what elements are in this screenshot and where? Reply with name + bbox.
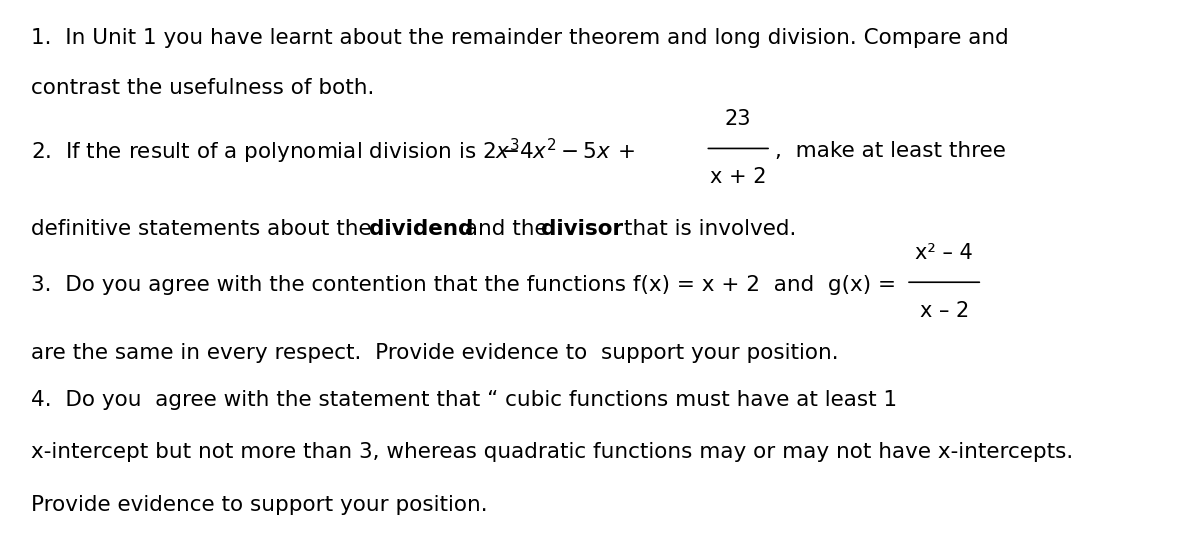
Text: are the same in every respect.  Provide evidence to  support your position.: are the same in every respect. Provide e… — [30, 343, 838, 362]
Text: definitive statements about the: definitive statements about the — [30, 219, 378, 239]
Text: contrast the usefulness of both.: contrast the usefulness of both. — [30, 78, 374, 98]
Text: x-intercept but not more than 3, whereas quadratic functions may or may not have: x-intercept but not more than 3, whereas… — [30, 442, 1073, 462]
Text: divisor: divisor — [541, 219, 623, 239]
Text: Provide evidence to support your position.: Provide evidence to support your positio… — [30, 495, 487, 515]
Text: 23: 23 — [725, 109, 751, 129]
Text: 1.  In Unit 1 you have learnt about the remainder theorem and long division. Com: 1. In Unit 1 you have learnt about the r… — [30, 28, 1008, 48]
Text: ,  make at least three: , make at least three — [775, 141, 1006, 161]
Text: 3.  Do you agree with the contention that the functions f(x) = x + 2  and  g(x) : 3. Do you agree with the contention that… — [30, 275, 902, 295]
Text: 4.  Do you  agree with the statement that “ cubic functions must have at least 1: 4. Do you agree with the statement that … — [30, 390, 896, 410]
Text: that is involved.: that is involved. — [617, 219, 796, 239]
Text: 2.  If the result of a polynomial division is $2x^3$: 2. If the result of a polynomial divisio… — [30, 136, 520, 166]
Text: x – 2: x – 2 — [919, 301, 968, 321]
Text: $- 4x^2 - 5x\, +$: $- 4x^2 - 5x\, +$ — [500, 139, 635, 164]
Text: dividend: dividend — [368, 219, 473, 239]
Text: and the: and the — [458, 219, 554, 239]
Text: x² – 4: x² – 4 — [916, 243, 973, 263]
Text: x + 2: x + 2 — [710, 167, 767, 187]
